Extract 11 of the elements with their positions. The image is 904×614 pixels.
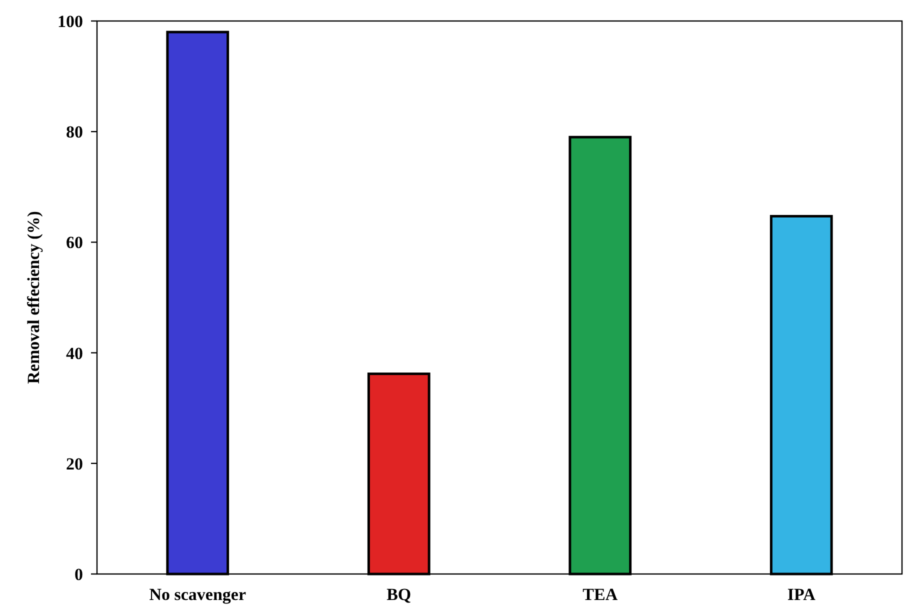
y-tick-label: 40 — [66, 344, 83, 363]
y-tick-label: 0 — [74, 564, 83, 584]
y-tick-label: 60 — [66, 233, 83, 252]
y-tick-label: 100 — [58, 12, 83, 31]
y-tick-label: 80 — [66, 122, 83, 142]
y-tick-label: 20 — [66, 454, 83, 474]
x-tick-label: BQ — [386, 585, 412, 604]
x-tick-label: TEA — [582, 585, 618, 604]
x-tick-label: No scavenger — [149, 585, 246, 604]
y-axis-title: Removal effeciency (%) — [24, 211, 43, 384]
x-tick-label: IPA — [787, 585, 816, 604]
